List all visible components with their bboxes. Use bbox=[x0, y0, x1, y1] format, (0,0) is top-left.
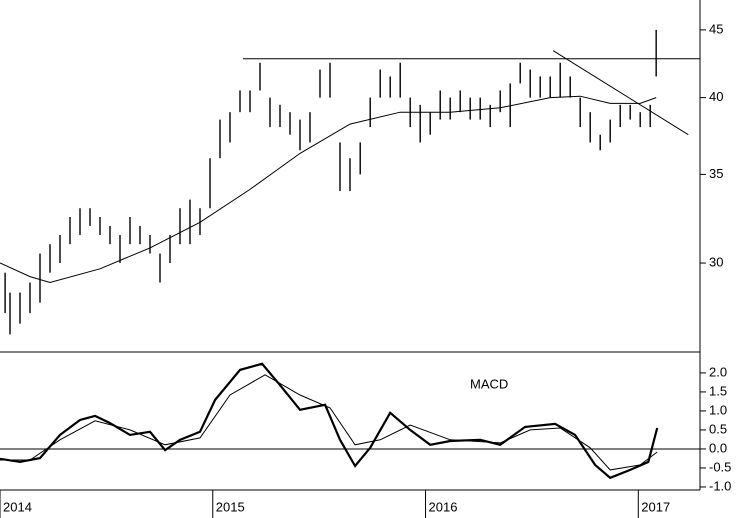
macd-label: MACD bbox=[470, 376, 508, 391]
y-tick-label: 0.0 bbox=[709, 440, 727, 455]
y-tick-label: -1.0 bbox=[709, 478, 731, 493]
x-tick-label: 2017 bbox=[641, 499, 670, 514]
macd-line bbox=[0, 362, 659, 480]
x-tick-label: 2015 bbox=[216, 499, 245, 514]
y-tick-label: 35 bbox=[709, 166, 723, 181]
trend-line bbox=[552, 50, 689, 136]
y-tick-label: 30 bbox=[709, 254, 723, 269]
y-tick-label: -0.5 bbox=[709, 459, 731, 474]
y-tick-label: 2.0 bbox=[709, 364, 727, 379]
y-tick-label: 1.0 bbox=[709, 402, 727, 417]
y-tick-label: 1.5 bbox=[709, 383, 727, 398]
moving-average bbox=[0, 95, 657, 284]
y-tick-label: 45 bbox=[709, 21, 723, 36]
y-tick-label: 0.5 bbox=[709, 421, 727, 436]
y-tick-label: 40 bbox=[709, 89, 723, 104]
x-tick-label: 2014 bbox=[3, 499, 32, 514]
macd-line bbox=[0, 374, 658, 471]
x-tick-label: 2016 bbox=[429, 499, 458, 514]
